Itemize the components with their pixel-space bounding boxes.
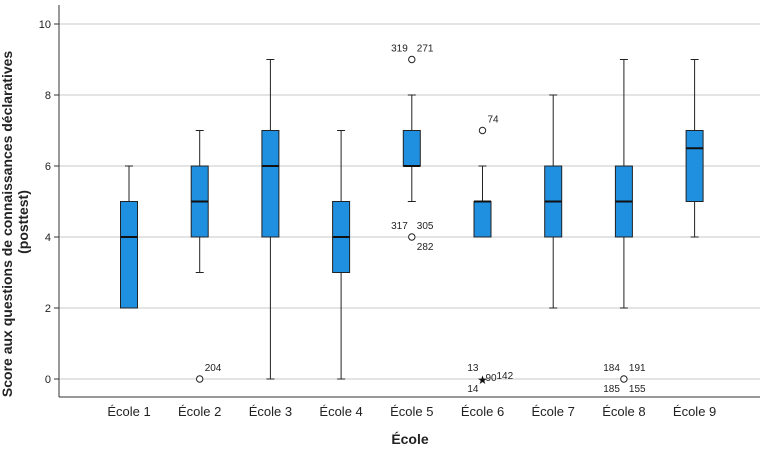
outlier-label: 184 (603, 363, 620, 374)
x-tick-label: École 5 (390, 404, 433, 419)
y-axis-title: Score aux questions de connaissances déc… (0, 47, 31, 397)
x-tick-label: École 7 (532, 404, 575, 419)
box-4 (332, 130, 351, 380)
outlier-label: 74 (488, 115, 500, 126)
x-tick-label: École 2 (178, 404, 221, 419)
x-tick-label: École 8 (602, 404, 645, 419)
outlier: 74 (478, 115, 500, 135)
box-iqr (473, 201, 492, 238)
box-2 (190, 130, 209, 273)
x-tick-label: École 9 (673, 404, 716, 419)
box-iqr (685, 130, 704, 202)
box-1 (120, 165, 138, 309)
x-tick-label: École 4 (319, 404, 362, 419)
y-tick-label: 10 (39, 19, 51, 31)
box-8 (614, 59, 633, 309)
y-tick-label: 0 (45, 374, 51, 386)
outlier-label: 204 (205, 363, 222, 374)
outlier-marker (408, 233, 416, 241)
outlier: ★13 90 142 14 (467, 363, 513, 395)
box-iqr (402, 130, 421, 167)
y-tick-label: 4 (45, 232, 51, 244)
outlier-marker (408, 55, 416, 64)
outlier: 204 (196, 363, 222, 383)
axes: 0 2 4 6 8 10 École 1 École 2 École 3 École 4 École… (39, 5, 760, 419)
outlier-label: 142 (497, 371, 514, 382)
outlier-label: 317 (391, 221, 408, 232)
box-iqr (261, 130, 280, 238)
outlier-label: 155 (629, 384, 646, 395)
y-tick-label: 2 (45, 303, 51, 315)
outlier: 319 271 (391, 44, 434, 64)
y-axis-title-line-2: (posttest) (15, 190, 31, 254)
x-axis-title: École (391, 431, 429, 447)
outlier-extreme-marker: ★ (477, 373, 488, 387)
outlier-label: 13 (467, 363, 479, 374)
outlier-marker (478, 126, 487, 135)
outlier-label: 282 (417, 242, 434, 253)
boxes (120, 59, 704, 380)
y-tick-label: 6 (45, 161, 51, 173)
outlier-marker (196, 375, 204, 383)
outlier-label: 271 (417, 44, 434, 55)
x-tick-label: École 3 (249, 404, 292, 419)
box-5 (402, 94, 421, 202)
box-3 (261, 59, 280, 380)
x-tick-label: École 6 (461, 404, 504, 419)
outlier-label: 14 (467, 384, 479, 395)
y-tick-label: 8 (45, 90, 51, 102)
box-9 (685, 59, 704, 238)
box-6 (473, 165, 492, 238)
labels: École Score aux questions de connaissanc… (0, 47, 429, 447)
x-tick-label: École 1 (107, 404, 150, 419)
outlier-label: 319 (391, 44, 408, 55)
box-7 (544, 94, 563, 309)
outlier-label: 191 (629, 363, 646, 374)
outlier-label: 90 (486, 373, 498, 384)
outlier-label: 185 (603, 384, 620, 395)
outlier: 317 305 282 (391, 221, 434, 253)
box-iqr (120, 201, 138, 309)
outlier-label: 305 (417, 221, 434, 232)
outlier: 184 191 185 155 (603, 363, 646, 395)
outlier-marker (620, 375, 628, 383)
y-axis-title-line-1: Score aux questions de connaissances déc… (0, 51, 15, 397)
